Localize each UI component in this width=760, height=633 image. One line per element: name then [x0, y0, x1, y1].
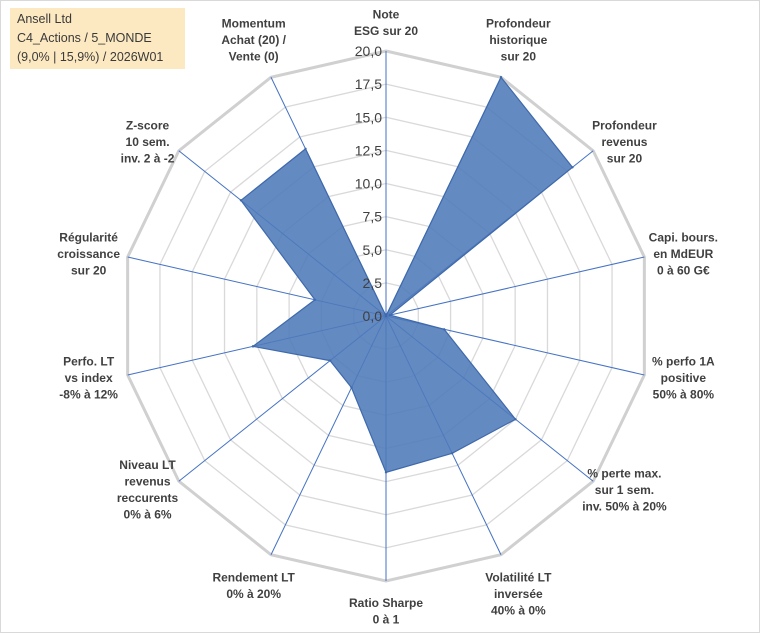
chart-title-box: Ansell Ltd C4_Actions / 5_MONDE (9,0% | … — [10, 8, 185, 69]
axis-label: Profondeur historique sur 20 — [486, 17, 551, 64]
axis-label: Perfo. LT vs index -8% à 12% — [59, 355, 118, 402]
axis-label: % perfo 1A positive 50% à 80% — [652, 355, 715, 402]
axis-label-line: 40% à 0% — [491, 603, 546, 617]
axis-label-line: % perte max. — [587, 466, 661, 480]
data-point — [384, 471, 388, 474]
axis-label-line: Z-score — [126, 119, 170, 133]
data-point — [388, 313, 392, 317]
axis-label-line: 50% à 80% — [653, 388, 715, 402]
axis-label: Z-score 10 sem. inv. 2 à -2 — [121, 119, 175, 166]
axis-label: Régularité croissance sur 20 — [57, 230, 120, 277]
data-point — [328, 359, 332, 362]
portfolio-path: C4_Actions / 5_MONDE — [17, 31, 152, 45]
axis-label: Note ESG sur 20 — [354, 8, 418, 39]
tick-label: 5,0 — [363, 242, 383, 258]
axis-label: Volatilité LT inversée 40% à 0% — [485, 570, 552, 617]
axis-label-line: vs index — [65, 371, 113, 385]
data-point — [384, 314, 388, 318]
axis-label-line: 0% à 6% — [124, 508, 172, 522]
axis-label-line: 0% à 20% — [226, 587, 281, 601]
axis-label: % perte max. sur 1 sem. inv. 50% à 20% — [582, 466, 667, 513]
axis-label-line: Profondeur — [592, 119, 657, 133]
data-point — [571, 166, 574, 169]
axis-label-line: en MdEUR — [653, 247, 713, 261]
tick-label: 17,5 — [355, 76, 382, 92]
axis-label: Ratio Sharpe 0 à 1 — [349, 596, 423, 627]
axis-label-line: inv. 2 à -2 — [121, 152, 175, 166]
tick-label: 7,5 — [363, 209, 383, 225]
data-point — [450, 452, 454, 455]
axis-label-line: Vente (0) — [229, 50, 279, 64]
axis-label-line: Volatilité LT — [485, 570, 552, 584]
axis-label: Rendement LT 0% à 20% — [212, 570, 295, 601]
period-info: (9,0% | 15,9%) / 2026W01 — [17, 50, 164, 64]
axis-label-line: sur 20 — [501, 50, 537, 64]
axis-label-line: historique — [489, 33, 547, 47]
axis-label-line: Niveau LT — [119, 458, 176, 472]
axis-label-line: inv. 50% à 20% — [582, 499, 667, 513]
tick-label: 15,0 — [355, 109, 382, 125]
data-point — [251, 345, 255, 348]
axis-label-line: Achat (20) / — [221, 33, 286, 47]
axis-label-line: sur 20 — [71, 263, 107, 277]
axis-label: Profondeur revenus sur 20 — [592, 119, 657, 166]
company-name: Ansell Ltd — [17, 12, 72, 26]
axis-label-line: Momentum — [222, 17, 286, 31]
axis-label-line: positive — [661, 371, 707, 385]
axis-label-line: -8% à 12% — [59, 388, 118, 402]
axis-label-line: Rendement LT — [212, 570, 295, 584]
tick-label: 0,0 — [363, 308, 383, 324]
tick-label: 2,5 — [363, 275, 383, 291]
axis-label-line: Régularité — [59, 230, 118, 244]
axis-label-line: % perfo 1A — [652, 355, 715, 369]
axis-label-line: Profondeur — [486, 17, 551, 31]
axis-label-line: reccurents — [117, 491, 179, 505]
axis-label-line: ESG sur 20 — [354, 24, 418, 38]
axis-label-line: 10 sem. — [126, 135, 170, 149]
tick-label: 10,0 — [355, 176, 382, 192]
axis-label-line: sur 1 sem. — [595, 483, 654, 497]
data-point — [304, 147, 307, 151]
data-point — [499, 76, 503, 79]
axis-label-line: revenus — [601, 135, 647, 149]
data-point — [313, 298, 317, 301]
axis-label-line: Ratio Sharpe — [349, 596, 423, 610]
axis-label-line: 0 à 60 G€ — [657, 263, 710, 277]
axis-label-line: Note — [373, 8, 400, 22]
axis-label-line: Capi. bours. — [649, 230, 718, 244]
axis-label-line: croissance — [57, 247, 120, 261]
data-point — [239, 199, 243, 202]
tick-label: 12,5 — [355, 142, 382, 158]
data-point — [442, 328, 446, 331]
axis-label-line: revenus — [125, 475, 171, 489]
axis-label-line: inversée — [494, 587, 543, 601]
axis-label-line: 0 à 1 — [373, 613, 400, 627]
axis-label-line: sur 20 — [607, 152, 643, 166]
axis-label-line: Perfo. LT — [63, 355, 115, 369]
tick-label: 20,0 — [355, 43, 382, 59]
axis-label: Momentum Achat (20) / Vente (0) — [221, 17, 286, 64]
data-point — [514, 418, 517, 421]
axis-label: Niveau LT revenus reccurents 0% à 6% — [117, 458, 179, 521]
axis-spoke — [385, 256, 645, 317]
data-series-area — [240, 76, 574, 474]
axis-label: Capi. bours. en MdEUR 0 à 60 G€ — [649, 230, 718, 277]
data-point — [350, 386, 353, 389]
